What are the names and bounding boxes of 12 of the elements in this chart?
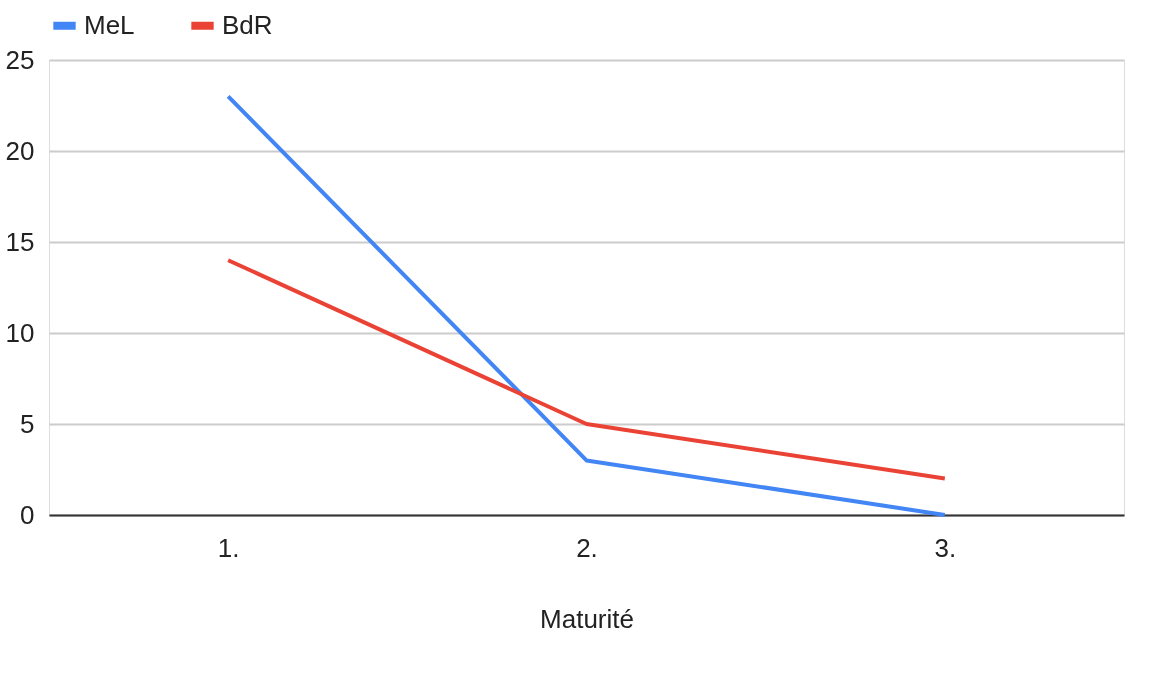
legend-label: MeL xyxy=(84,9,135,40)
x-tick-label: 1. xyxy=(217,532,240,563)
x-tick-label: 2. xyxy=(576,532,598,563)
x-tick-label: 3. xyxy=(934,532,957,563)
y-tick-label: 25 xyxy=(5,44,35,75)
y-tick-label: 0 xyxy=(20,499,35,530)
legend-label: BdR xyxy=(222,9,273,40)
y-tick-label: 5 xyxy=(20,408,35,439)
x-axis-title: Maturité xyxy=(540,603,634,634)
y-tick-label: 20 xyxy=(5,135,35,166)
y-tick-label: 15 xyxy=(5,226,35,257)
y-tick-label: 10 xyxy=(5,317,35,348)
